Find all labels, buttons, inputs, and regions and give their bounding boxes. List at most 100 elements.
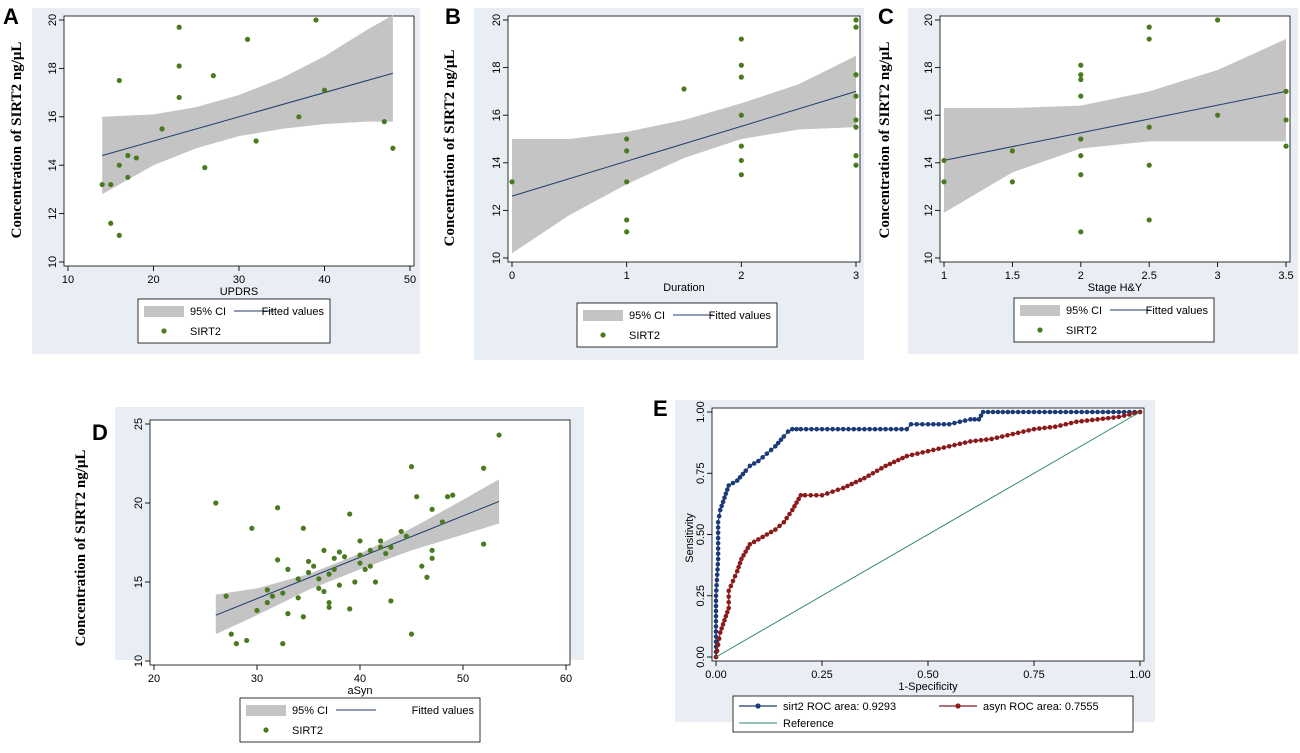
x-tick-label: 3 [853, 270, 859, 282]
series-marker-2 [925, 448, 931, 454]
data-point [253, 138, 259, 144]
panel-label: C [878, 4, 894, 29]
y-tick-label: 15 [133, 576, 145, 588]
series-marker-1 [888, 426, 894, 432]
x-tick-label: 20 [148, 673, 160, 685]
x-tick-label: 1.00 [1129, 669, 1150, 681]
series-marker-2 [730, 578, 736, 584]
series-marker-2 [978, 437, 984, 443]
series-marker-2 [1105, 415, 1111, 421]
x-tick-label: 0.50 [917, 669, 938, 681]
series-marker-2 [1116, 414, 1122, 420]
legend-sirt2-label: sirt2 ROC area: 0.9293 [783, 701, 896, 713]
data-point [424, 574, 430, 580]
series-marker-1 [809, 426, 814, 432]
series-marker-2 [739, 556, 744, 562]
series-marker-1 [862, 426, 867, 432]
series-marker-1 [778, 437, 784, 443]
series-marker-1 [756, 458, 761, 464]
data-point [390, 145, 396, 151]
series-marker-2 [1063, 421, 1069, 427]
data-point [1146, 162, 1152, 168]
x-tick-label: 30 [251, 673, 263, 685]
series-marker-1 [722, 495, 727, 501]
data-point [1146, 36, 1152, 42]
data-point [305, 569, 312, 576]
legend-box [732, 695, 1134, 733]
data-point [853, 24, 859, 30]
series-marker-2 [751, 539, 757, 545]
series-marker-1 [1005, 409, 1011, 415]
series-marker-2 [891, 459, 897, 465]
series-marker-1 [978, 413, 984, 418]
series-marker-1 [713, 629, 719, 634]
legend: 95% CI Fitted values SIRT2 [137, 298, 331, 344]
series-marker-2 [781, 519, 787, 525]
data-point [738, 112, 744, 118]
fitted-line [215, 500, 500, 616]
series-marker-2 [819, 493, 825, 498]
series-marker-2 [946, 444, 952, 449]
data-point [321, 588, 327, 595]
data-point [336, 582, 342, 588]
x-tick-label: 2.5 [1142, 270, 1157, 282]
series-marker-2 [1026, 428, 1031, 433]
series-marker-1 [851, 426, 857, 432]
data-point [1078, 172, 1084, 178]
data-point [1009, 148, 1016, 154]
series-marker-1 [715, 546, 721, 551]
data-point [357, 560, 363, 566]
series-marker-2 [743, 549, 748, 554]
series-marker-1 [1116, 409, 1122, 415]
data-point [853, 124, 859, 130]
series-marker-2 [1052, 424, 1058, 430]
y-axis-label: Sensitivity [684, 513, 696, 563]
series-marker-1 [734, 478, 740, 483]
x-tick-label: 40 [318, 274, 330, 286]
legend-point-label: SIRT2 [629, 330, 660, 342]
series-marker-1 [856, 426, 862, 432]
data-point [116, 232, 122, 238]
panel-E: E Sensitivity 0.00 0.25 0.50 0.75 1.00 0.00 0.25… [653, 396, 1155, 733]
data-point [853, 117, 859, 123]
y-tick-label: 20 [923, 14, 935, 26]
series-marker-1 [1031, 409, 1037, 415]
series-marker-2 [845, 483, 850, 489]
data-point [300, 525, 306, 531]
series-marker-2 [862, 475, 867, 481]
x-tick-label: 30 [233, 274, 245, 286]
data-point [388, 544, 394, 550]
x-axis-label: UPDRS [220, 286, 259, 298]
series-marker-2 [920, 450, 925, 455]
series-marker-2 [736, 564, 741, 570]
series-marker-1 [1015, 409, 1021, 415]
series-marker-1 [830, 426, 835, 432]
legend: sirt2 ROC area: 0.9293 asyn ROC area: 0.7… [732, 695, 1134, 733]
series-marker-1 [952, 420, 957, 426]
legend-fit-label: Fitted values [262, 306, 325, 318]
series-marker-1 [968, 417, 973, 422]
series-marker-2 [777, 523, 782, 529]
data-point [429, 506, 435, 512]
series-marker-1 [1100, 409, 1106, 415]
data-point [941, 179, 947, 185]
series-marker-1 [1052, 409, 1058, 415]
series-marker-1 [1084, 409, 1090, 415]
series-marker-1 [1105, 409, 1111, 415]
series-marker-1 [1095, 409, 1100, 415]
legend-point-swatch [600, 332, 606, 338]
series-marker-1 [980, 409, 986, 415]
series-marker-2 [1047, 425, 1053, 430]
legend-ci-swatch [246, 705, 286, 716]
data-point [285, 566, 291, 572]
x-tick-label: 60 [560, 673, 572, 685]
series-marker-1 [814, 426, 819, 432]
legend-ci-label: 95% CI [292, 705, 328, 717]
series-marker-2 [808, 493, 813, 498]
legend: 95% CI Fitted values SIRT2 [1013, 297, 1215, 343]
data-point [321, 547, 327, 554]
series-marker-1 [883, 426, 888, 432]
panel-label: A [3, 4, 19, 29]
series-marker-2 [999, 434, 1005, 439]
series-marker-2 [745, 545, 751, 551]
